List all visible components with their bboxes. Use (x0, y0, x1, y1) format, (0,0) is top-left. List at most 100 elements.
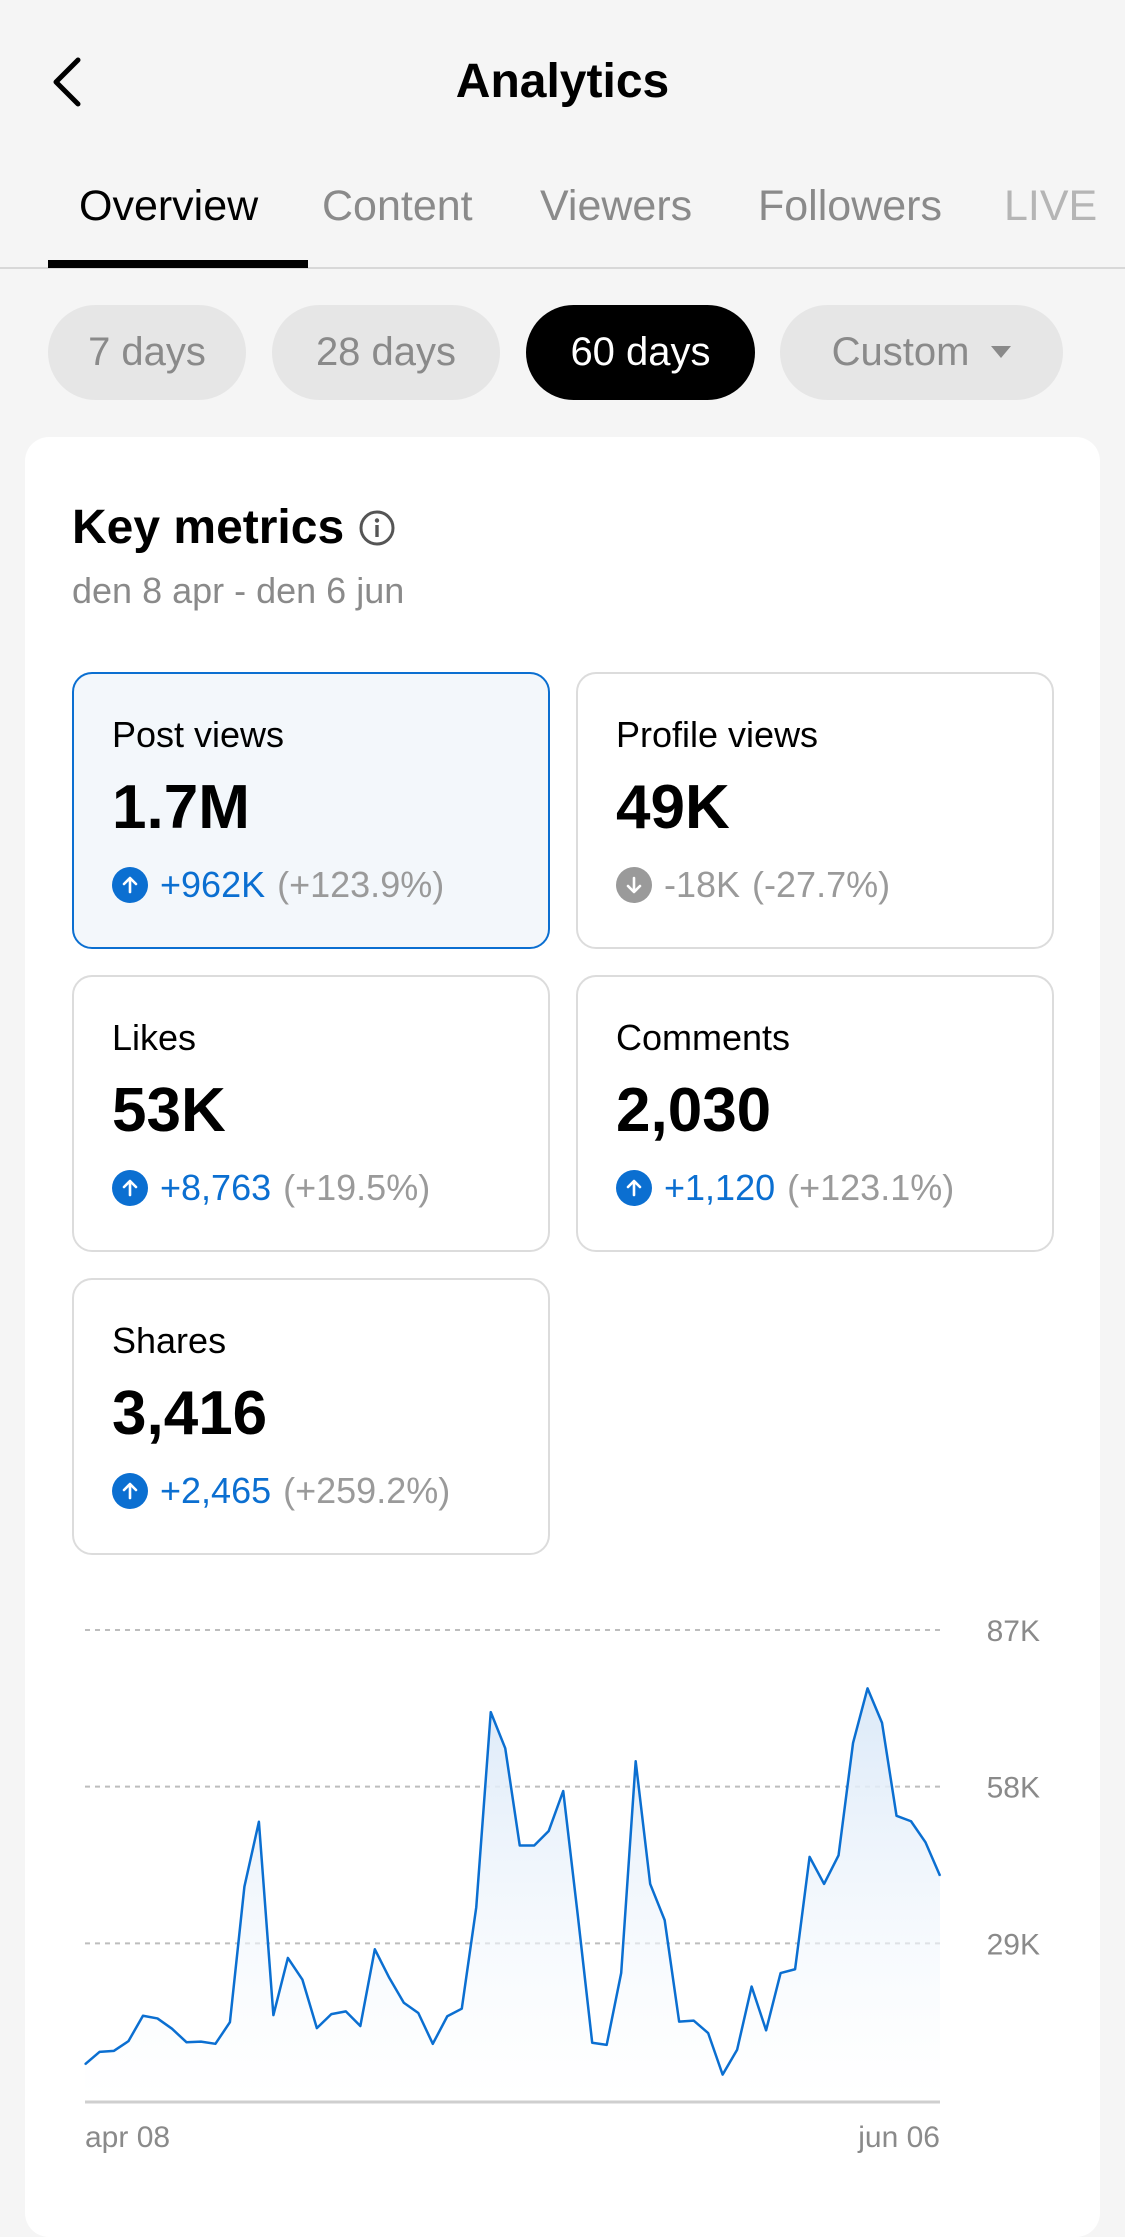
metric-change-value: +8,763 (160, 1167, 272, 1208)
metric-card-shares[interactable]: Shares 3,416 +2,465 (+259.2%) (72, 1278, 550, 1555)
data-point (693, 2020, 695, 2022)
data-point (504, 1747, 506, 1749)
key-metrics-heading: Key metrics (72, 500, 396, 555)
data-point (533, 1845, 535, 1847)
range-7-days[interactable]: 7 days (48, 305, 246, 400)
data-point (852, 1742, 854, 1744)
data-point (925, 1841, 927, 1843)
back-button[interactable] (40, 52, 100, 112)
data-point (707, 2032, 709, 2034)
key-metrics-title: Key metrics (72, 501, 345, 554)
data-point (98, 2051, 100, 2053)
metric-card-post-views[interactable]: Post views 1.7M +962K (+123.9%) (72, 672, 550, 949)
data-point (664, 1919, 666, 1921)
data-point (838, 1854, 840, 1856)
data-point (751, 1986, 753, 1988)
metric-label: Shares (112, 1320, 227, 1361)
range-custom-label: Custom (831, 330, 970, 374)
info-icon[interactable] (358, 509, 396, 547)
metric-change-percent: (+19.5%) (283, 1167, 431, 1208)
data-point (330, 2013, 332, 2015)
metric-card-profile-views[interactable]: Profile views 49K -18K (-27.7%) (576, 672, 1054, 949)
data-point (200, 2041, 202, 2043)
series-line (84, 1687, 942, 2076)
tab-followers[interactable]: Followers (758, 182, 942, 230)
data-point (620, 1972, 622, 1974)
range-60-days[interactable]: 60 days (526, 305, 755, 400)
active-tab-indicator (48, 260, 308, 268)
data-point (287, 1957, 289, 1959)
data-point (156, 2017, 158, 2019)
data-point (794, 1968, 796, 1970)
metric-change-value: +2,465 (160, 1470, 272, 1511)
data-point (243, 1886, 245, 1888)
caret-down-icon (991, 345, 1012, 358)
tab-live[interactable]: LIVE (1004, 182, 1098, 230)
x-tick-label: jun 06 (857, 2121, 940, 2154)
metric-value: 53K (112, 1076, 226, 1145)
range-28-days[interactable]: 28 days (272, 305, 500, 400)
metric-label: Post views (112, 714, 285, 755)
data-point (388, 1977, 390, 1979)
metric-value: 3,416 (112, 1379, 268, 1448)
data-point (359, 2025, 361, 2027)
metric-label: Comments (616, 1017, 791, 1058)
data-point (142, 2015, 144, 2017)
data-point (765, 2029, 767, 2031)
data-point (896, 1815, 898, 1817)
data-point (606, 2044, 608, 2046)
tab-content[interactable]: Content (322, 182, 473, 230)
data-point (867, 1687, 869, 1689)
metric-change: +2,465 (+259.2%) (112, 1470, 450, 1512)
arrow-up-circle-icon (112, 1170, 148, 1206)
metric-change-value: +1,120 (664, 1167, 776, 1208)
data-point (562, 1790, 564, 1792)
data-point (374, 1948, 376, 1950)
metric-card-likes[interactable]: Likes 53K +8,763 (+19.5%) (72, 975, 550, 1252)
metric-change-percent: (+259.2%) (283, 1470, 451, 1511)
range-custom[interactable]: Custom (780, 305, 1063, 400)
post-views-chart: 87K 58K 29K apr 08 jun 06 (84, 1615, 1040, 2154)
data-point (113, 2050, 115, 2052)
data-point (736, 2049, 738, 2051)
metric-change-value: -18K (664, 864, 741, 905)
data-point (939, 1875, 941, 1877)
metric-change-percent: (+123.9%) (277, 864, 445, 905)
data-point (403, 2002, 405, 2004)
data-point (127, 2040, 129, 2042)
metric-change: +1,120 (+123.1%) (616, 1167, 954, 1209)
arrow-up-circle-icon (112, 867, 148, 903)
data-point (345, 2010, 347, 2012)
tab-viewers[interactable]: Viewers (540, 182, 693, 230)
data-point (809, 1856, 811, 1858)
data-point (548, 1830, 550, 1832)
data-point (649, 1883, 651, 1885)
tab-bar: Overview Content Viewers Followers LIVE (0, 170, 1125, 269)
metric-change-percent: (+123.1%) (787, 1167, 955, 1208)
data-point (214, 2043, 216, 2045)
data-point (519, 1845, 521, 1847)
page-title: Analytics (455, 55, 670, 108)
data-point (823, 1883, 825, 1885)
metric-value: 2,030 (616, 1076, 772, 1145)
data-point (881, 1722, 883, 1724)
data-point (272, 2014, 274, 2016)
metric-label: Profile views (616, 714, 819, 755)
arrow-up-circle-icon (616, 1170, 652, 1206)
tab-scroll-fade (1111, 160, 1125, 266)
metric-value: 1.7M (112, 773, 250, 842)
data-point (461, 2008, 463, 2010)
area-fill (85, 1688, 940, 2100)
arrow-up-circle-icon (112, 1473, 148, 1509)
metric-change: +8,763 (+19.5%) (112, 1167, 430, 1209)
data-point (910, 1820, 912, 1822)
data-point (185, 2041, 187, 2043)
data-point (171, 2028, 173, 2030)
metric-card-comments[interactable]: Comments 2,030 +1,120 (+123.1%) (576, 975, 1054, 1252)
data-point (417, 2012, 419, 2014)
tab-overview[interactable]: Overview (79, 182, 259, 230)
date-range: den 8 apr - den 6 jun (72, 570, 405, 611)
metric-value: 49K (616, 773, 730, 842)
metric-change-value: +962K (160, 864, 266, 905)
data-point (446, 2015, 448, 2017)
